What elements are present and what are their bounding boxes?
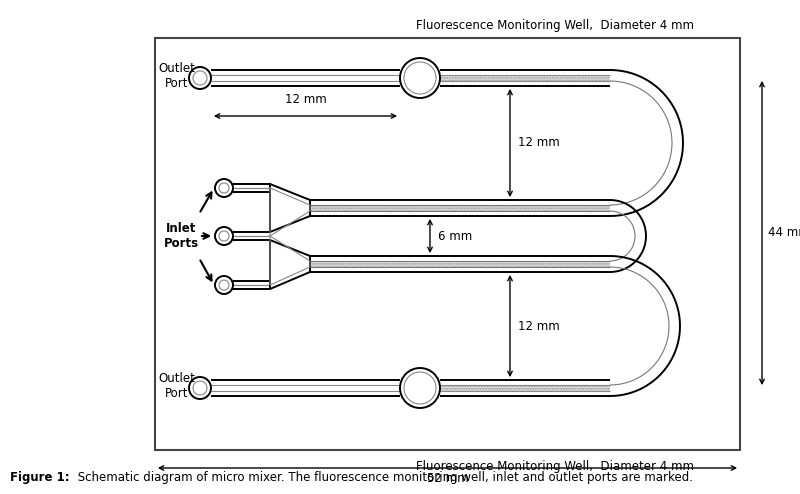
Text: Outlet
Port: Outlet Port — [158, 372, 195, 400]
Circle shape — [189, 377, 211, 399]
Text: 12 mm: 12 mm — [518, 136, 560, 150]
Text: Fluorescence Monitoring Well,  Diameter 4 mm: Fluorescence Monitoring Well, Diameter 4… — [416, 459, 694, 472]
Text: Schematic diagram of micro mixer. The fluorescence monitoring well, inlet and ou: Schematic diagram of micro mixer. The fl… — [74, 471, 693, 484]
Polygon shape — [270, 240, 310, 289]
Bar — [440, 75, 610, 81]
Polygon shape — [270, 184, 310, 232]
Bar — [155, 38, 740, 450]
Bar — [310, 261, 610, 267]
Text: Inlet
Ports: Inlet Ports — [163, 222, 198, 250]
Circle shape — [219, 231, 229, 241]
Circle shape — [400, 368, 440, 408]
Text: 12 mm: 12 mm — [285, 93, 326, 106]
Text: 52 mm: 52 mm — [426, 472, 468, 485]
Circle shape — [215, 227, 233, 245]
Circle shape — [215, 179, 233, 197]
Circle shape — [404, 372, 436, 404]
Text: Outlet
Port: Outlet Port — [158, 62, 195, 90]
Circle shape — [193, 381, 207, 395]
Text: 44 mm: 44 mm — [768, 227, 800, 240]
Text: Fluorescence Monitoring Well,  Diameter 4 mm: Fluorescence Monitoring Well, Diameter 4… — [416, 19, 694, 33]
Circle shape — [404, 62, 436, 94]
Text: 12 mm: 12 mm — [518, 320, 560, 332]
Circle shape — [219, 280, 229, 290]
Circle shape — [219, 183, 229, 193]
Circle shape — [215, 276, 233, 294]
Text: 6 mm: 6 mm — [438, 230, 472, 243]
Bar — [310, 205, 610, 211]
Circle shape — [400, 58, 440, 98]
Bar — [440, 385, 610, 391]
Text: Figure 1:: Figure 1: — [10, 471, 70, 484]
Circle shape — [189, 67, 211, 89]
Circle shape — [193, 71, 207, 85]
